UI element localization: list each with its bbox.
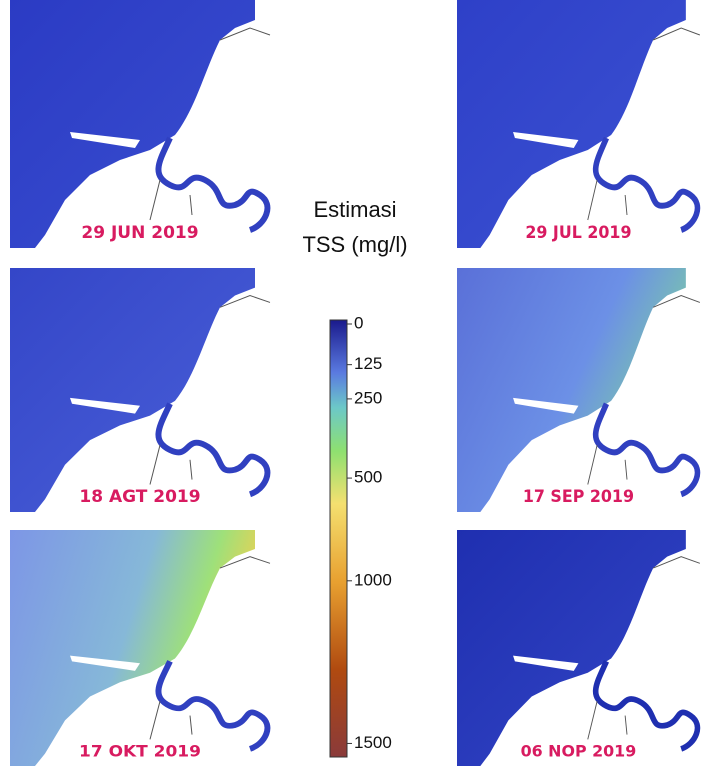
map-panel: 17 OKT 2019 (10, 530, 283, 766)
colorbar-tick-label: 1500 (354, 733, 392, 752)
date-label: 17 SEP 2019 (523, 487, 634, 506)
date-label: 29 JUN 2019 (81, 223, 198, 243)
colorbar-tick-label: 125 (354, 354, 382, 373)
map-panel: 29 JUN 2019 (10, 0, 283, 248)
legend-title: TSS (mg/l) (302, 232, 407, 257)
map-panel: 18 AGT 2019 (10, 268, 283, 512)
colorbar-tick-label: 1000 (354, 570, 392, 589)
colorbar-tick-label: 250 (354, 388, 382, 407)
map-panel: 17 SEP 2019 (457, 268, 712, 512)
colorbar-tick-label: 0 (354, 313, 363, 332)
colorbar (330, 320, 347, 757)
map-panel: 29 JUL 2019 (457, 0, 712, 248)
date-label: 18 AGT 2019 (79, 486, 200, 506)
date-label: 06 NOP 2019 (521, 741, 637, 760)
date-label: 29 JUL 2019 (525, 222, 631, 242)
date-label: 17 OKT 2019 (79, 742, 201, 761)
legend-title: Estimasi (313, 197, 396, 222)
colorbar-tick-label: 500 (354, 468, 382, 487)
map-panel: 06 NOP 2019 (457, 530, 712, 766)
figure: Estimasi TSS (mg/l) 29 JUN 2019 29 JUL 20… (0, 0, 712, 766)
